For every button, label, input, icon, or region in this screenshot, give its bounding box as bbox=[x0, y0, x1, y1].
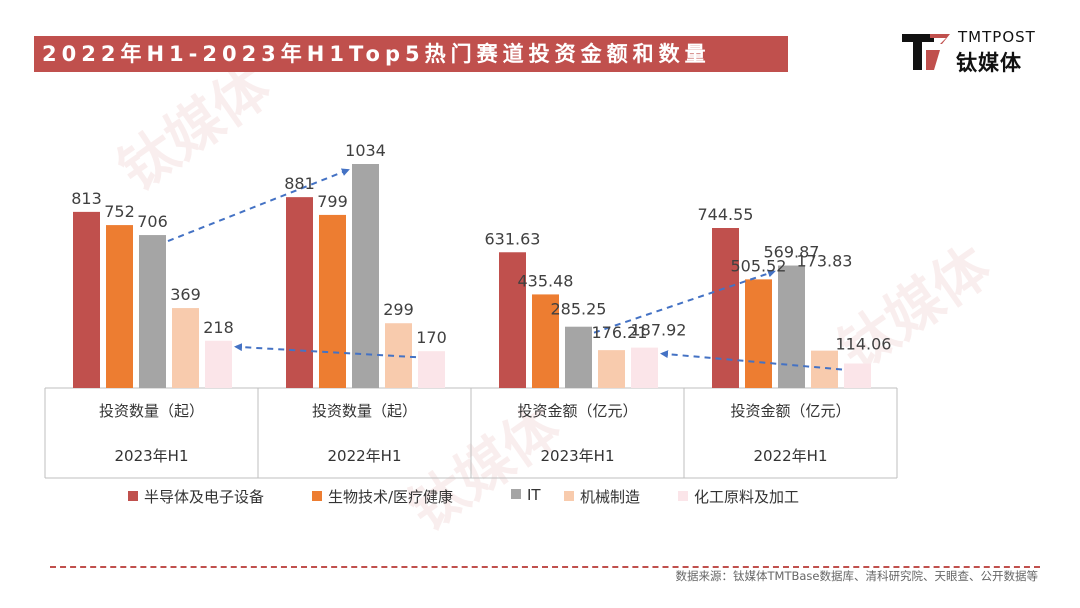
bar bbox=[745, 279, 772, 388]
category-label: 投资数量（起） bbox=[312, 402, 417, 420]
data-label: 285.25 bbox=[551, 300, 607, 319]
legend-label: 机械制造 bbox=[580, 488, 641, 506]
data-label: 706 bbox=[137, 212, 168, 231]
data-label: 170 bbox=[416, 328, 447, 347]
footer-divider bbox=[50, 566, 1040, 568]
period-label: 2022年H1 bbox=[328, 447, 402, 465]
legend-item: 机械制造 bbox=[564, 486, 640, 507]
legend-item: 生物技术/医疗健康 bbox=[312, 486, 453, 507]
data-label: 176.21 bbox=[592, 323, 648, 342]
bar bbox=[172, 308, 199, 388]
data-label: 1034 bbox=[345, 141, 386, 160]
data-label: 114.06 bbox=[836, 334, 892, 353]
bar bbox=[598, 350, 625, 388]
legend-label: IT bbox=[527, 486, 541, 504]
data-label: 744.55 bbox=[698, 205, 754, 224]
bar bbox=[499, 252, 526, 388]
data-label: 813 bbox=[71, 189, 102, 208]
category-label: 投资金额（亿元） bbox=[517, 402, 637, 420]
data-label: 799 bbox=[317, 192, 348, 211]
brand-logo: TMTPOST 钛媒体 bbox=[900, 28, 1040, 76]
period-label: 2023年H1 bbox=[541, 447, 615, 465]
bar bbox=[73, 211, 100, 388]
legend-label: 半导体及电子设备 bbox=[144, 488, 265, 506]
category-label: 投资数量（起） bbox=[99, 402, 204, 420]
data-label: 369 bbox=[170, 285, 201, 304]
legend-item: 半导体及电子设备 bbox=[128, 486, 264, 507]
brand-name-en: TMTPOST bbox=[958, 28, 1036, 46]
bar bbox=[712, 228, 739, 388]
bar bbox=[352, 164, 379, 388]
data-label: 187.92 bbox=[631, 321, 687, 340]
legend-swatch bbox=[511, 489, 521, 499]
trend-arrow bbox=[660, 350, 843, 371]
source-note: 数据来源：钛媒体TMTBase数据库、清科研究院、天眼查、公开数据等 bbox=[675, 569, 1038, 583]
bar bbox=[844, 363, 871, 388]
legend-label: 化工原料及加工 bbox=[694, 488, 800, 506]
data-label: 881 bbox=[284, 174, 315, 193]
period-label: 2022年H1 bbox=[754, 447, 828, 465]
bar bbox=[532, 294, 559, 388]
bar bbox=[631, 347, 658, 388]
data-label: 752 bbox=[104, 202, 135, 221]
legend-swatch bbox=[312, 491, 322, 501]
bar bbox=[139, 235, 166, 388]
bar bbox=[286, 197, 313, 388]
legend-swatch bbox=[128, 491, 138, 501]
period-label: 2023年H1 bbox=[115, 447, 189, 465]
bar bbox=[418, 351, 445, 388]
data-label: 299 bbox=[383, 300, 414, 319]
legend-item: 化工原料及加工 bbox=[678, 486, 799, 507]
data-label: 505.52 bbox=[731, 256, 787, 275]
legend-item: IT bbox=[511, 486, 541, 504]
trend-arrow bbox=[593, 269, 776, 334]
bar bbox=[811, 350, 838, 388]
legend-swatch bbox=[564, 491, 574, 501]
category-label: 投资金额（亿元） bbox=[730, 402, 850, 420]
data-label: 218 bbox=[203, 318, 234, 337]
trend-arrow bbox=[234, 343, 417, 359]
data-label: 569.87 bbox=[764, 243, 820, 262]
data-label: 631.63 bbox=[485, 229, 541, 248]
bar bbox=[205, 340, 232, 388]
legend-swatch bbox=[678, 491, 688, 501]
brand-name-cn: 钛媒体 bbox=[956, 51, 1022, 75]
bar bbox=[106, 225, 133, 388]
title-banner: 2022年H1-2023年H1Top5热门赛道投资金额和数量 bbox=[34, 36, 788, 72]
brand-mark-icon bbox=[902, 34, 950, 70]
data-label: 435.48 bbox=[518, 271, 574, 290]
legend-label: 生物技术/医疗健康 bbox=[328, 488, 454, 506]
bar bbox=[565, 326, 592, 388]
data-label: 173.83 bbox=[797, 252, 853, 271]
chart-title: 2022年H1-2023年H1Top5热门赛道投资金额和数量 bbox=[42, 42, 711, 66]
bar bbox=[778, 265, 805, 388]
bar bbox=[319, 214, 346, 388]
